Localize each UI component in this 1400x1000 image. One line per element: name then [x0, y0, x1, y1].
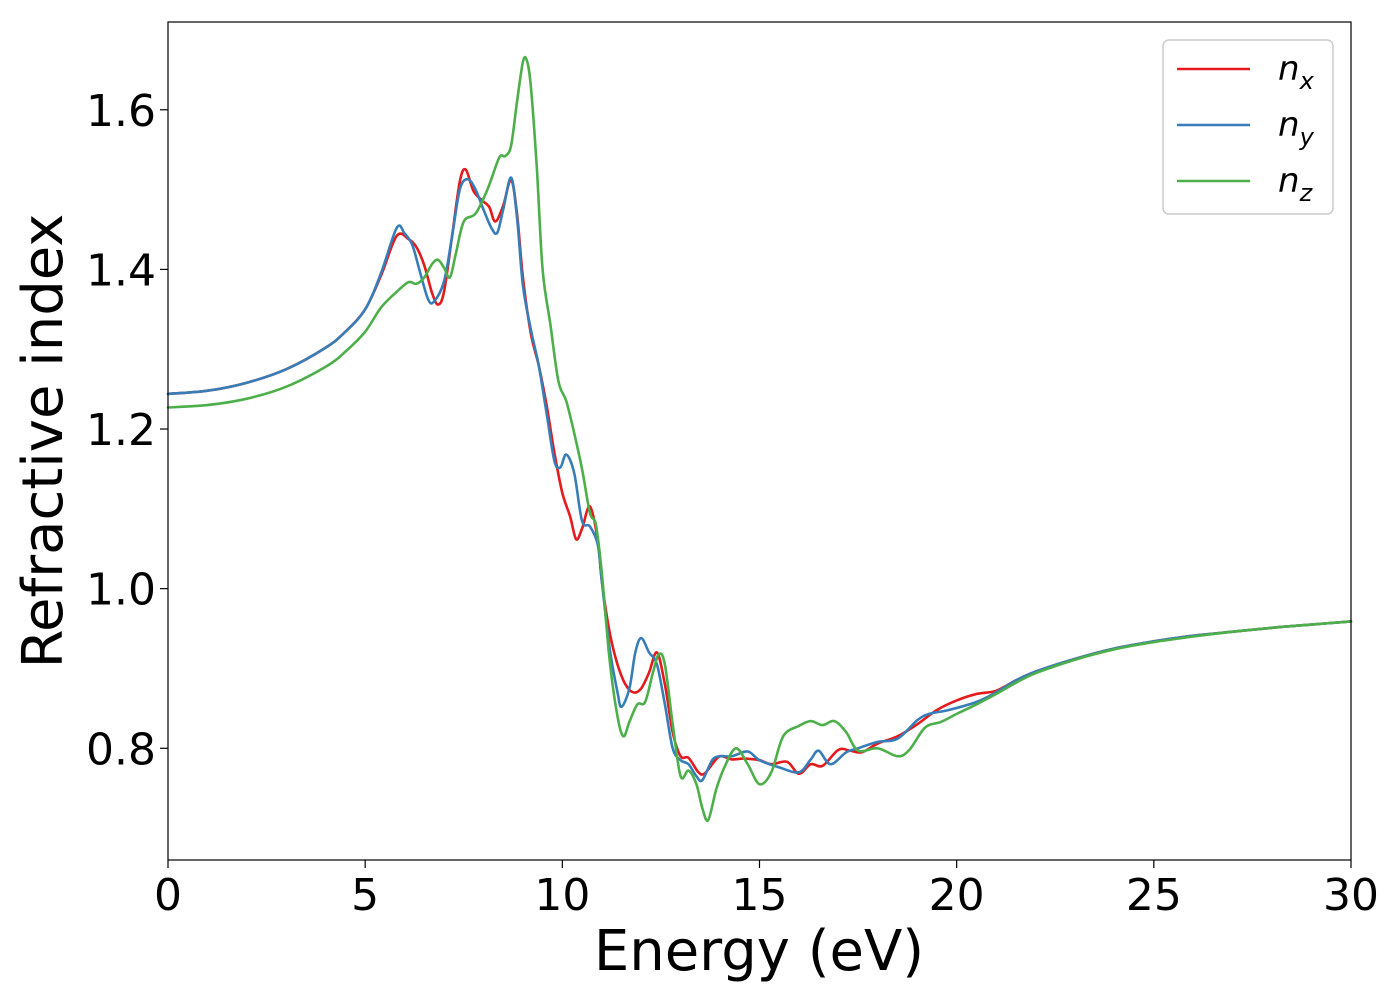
- legend-label-n-x: nx: [1278, 49, 1315, 95]
- y-tick-label: 1.2: [86, 405, 156, 456]
- series-line-n-z: [166, 55, 1353, 823]
- y-tick-label: 0.8: [86, 724, 156, 775]
- y-axis-label: Refractive index: [11, 214, 76, 669]
- x-tick-label: 0: [154, 870, 182, 921]
- x-tick-label: 20: [929, 870, 985, 921]
- x-tick-label: 25: [1126, 870, 1182, 921]
- legend: nx ny nz: [1162, 39, 1334, 215]
- y-tick-label: 1.4: [86, 245, 156, 296]
- x-axis-ticks: 0 5 10 15 20 25 30: [154, 860, 1379, 921]
- x-tick-label: 15: [732, 870, 788, 921]
- x-tick-label: 10: [534, 870, 590, 921]
- series-line-n-y: [166, 176, 1353, 783]
- legend-label-n-z: nz: [1278, 161, 1314, 207]
- x-axis-label: Energy (eV): [594, 919, 924, 984]
- legend-label-n-y: ny: [1278, 105, 1315, 151]
- series-line-n-x: [166, 167, 1353, 776]
- y-axis-ticks: 0.8 1.0 1.2 1.4 1.6: [86, 86, 168, 775]
- x-tick-label: 5: [351, 870, 379, 921]
- legend-box: [1162, 39, 1334, 215]
- plot-lines: [166, 55, 1353, 823]
- x-tick-label: 30: [1323, 870, 1379, 921]
- y-tick-label: 1.0: [86, 565, 156, 616]
- y-tick-label: 1.6: [86, 86, 156, 137]
